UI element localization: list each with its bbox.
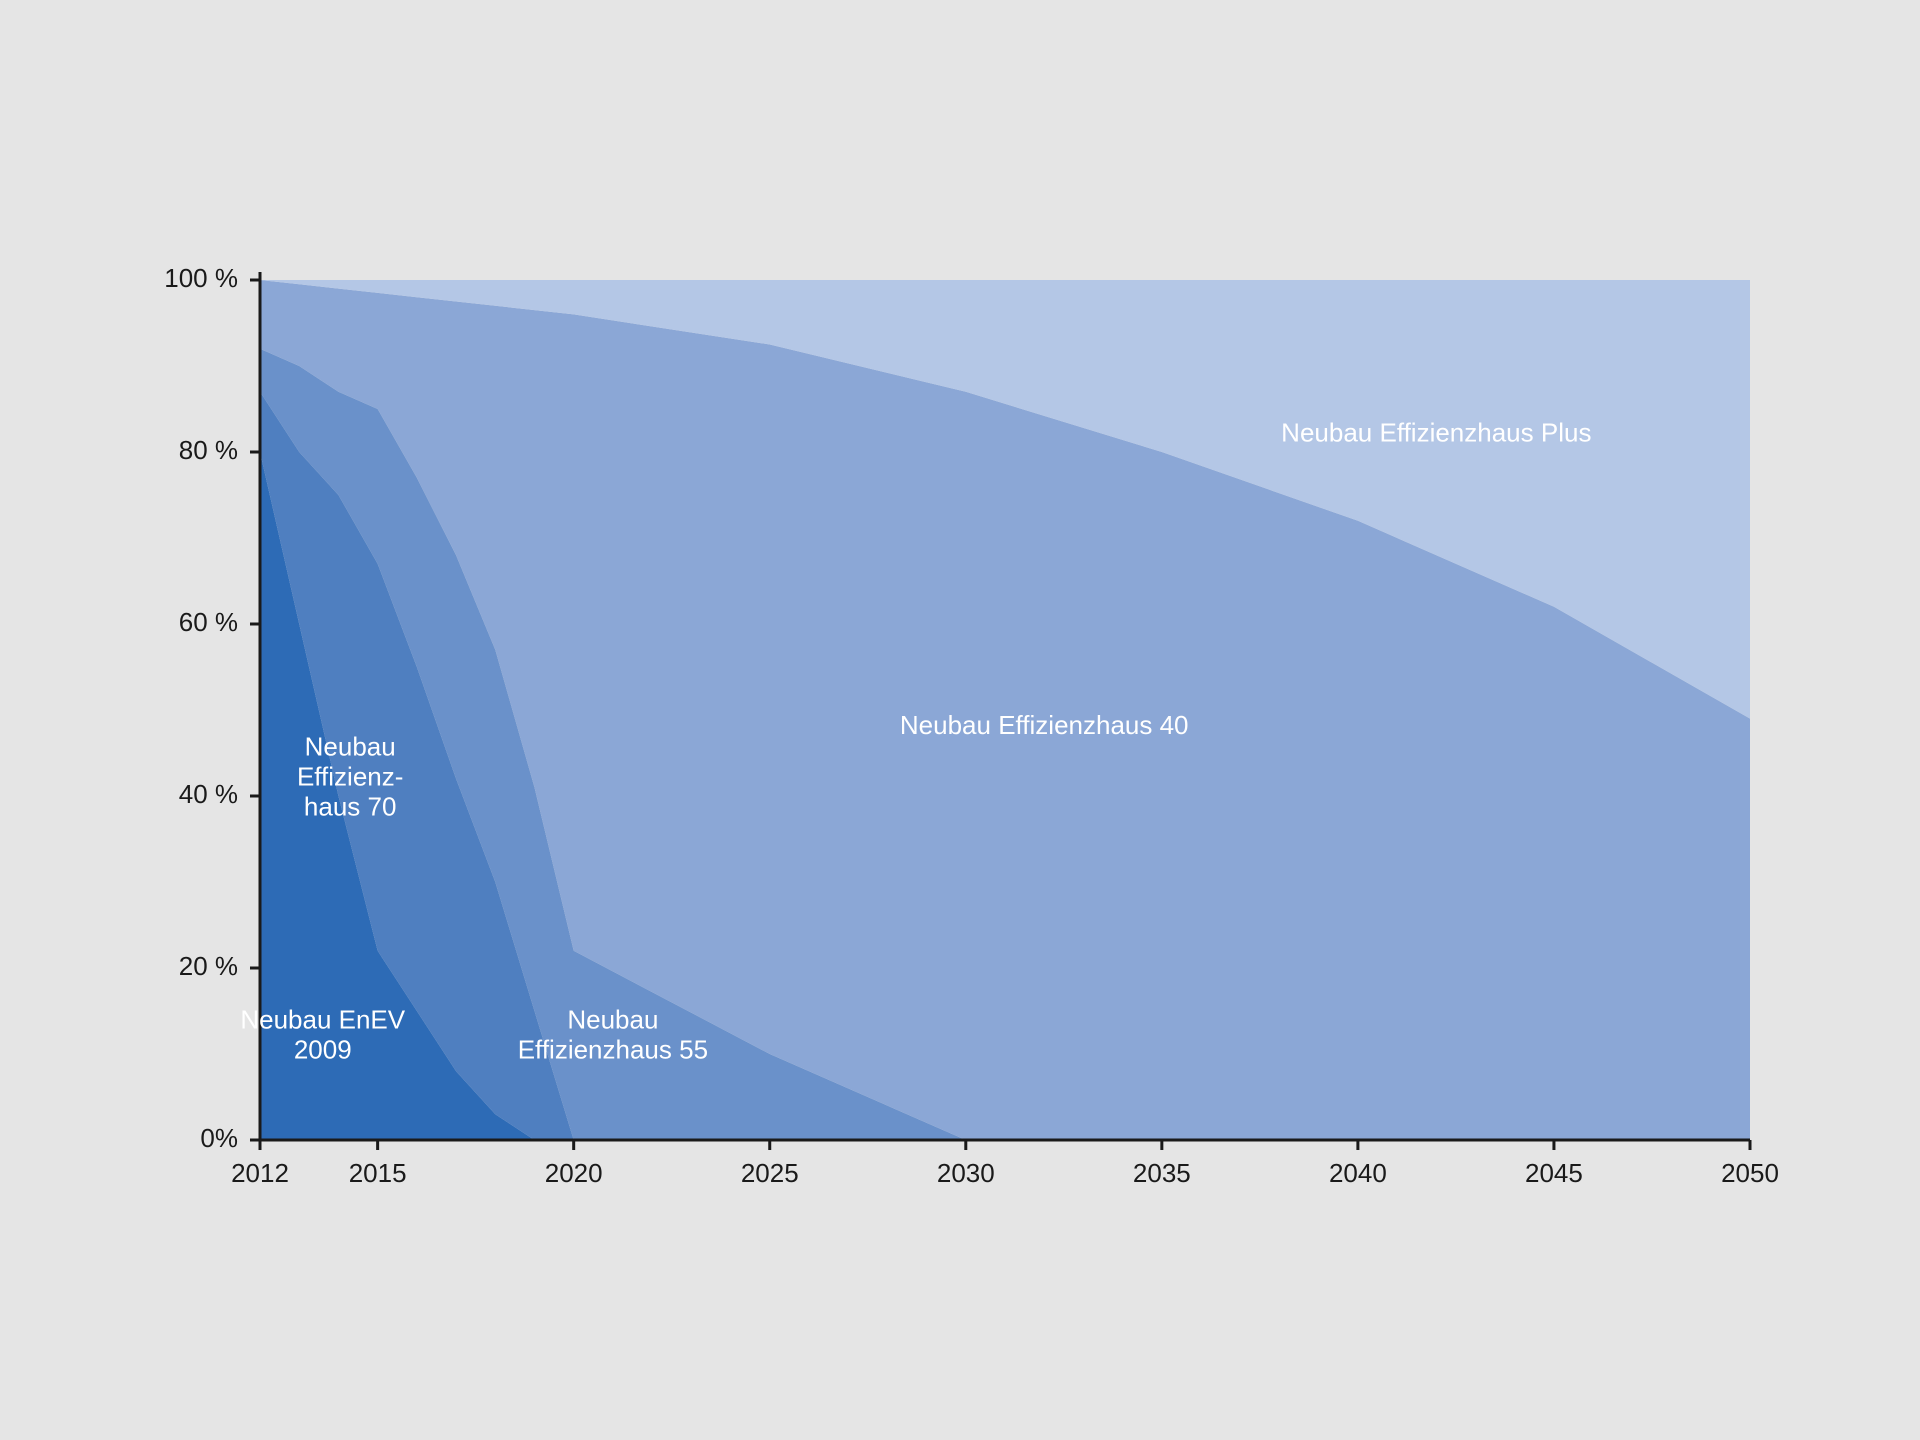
x-tick-label: 2020 <box>545 1158 603 1188</box>
y-tick-label: 0% <box>200 1123 238 1153</box>
series-label: NeubauEffizienz-haus 70 <box>297 732 403 822</box>
x-tick-label: 2025 <box>741 1158 799 1188</box>
series-label: Neubau Effizienzhaus 40 <box>900 710 1189 740</box>
x-tick-label: 2035 <box>1133 1158 1191 1188</box>
stacked-area-chart: 0% 20 % 40 % 60 % 80 % 100 % 2012 2015 2020 2025 2… <box>140 210 1780 1230</box>
x-tick-label: 2012 <box>231 1158 289 1188</box>
y-tick-label: 100 % <box>164 263 238 293</box>
y-tick-label: 60 % <box>179 607 238 637</box>
series-label: Neubau Effizienzhaus Plus <box>1281 418 1591 448</box>
y-tick-label: 20 % <box>179 951 238 981</box>
x-tick-label: 2015 <box>349 1158 407 1188</box>
x-tick-label: 2030 <box>937 1158 995 1188</box>
x-tick-label: 2045 <box>1525 1158 1583 1188</box>
x-tick-label: 2040 <box>1329 1158 1387 1188</box>
y-tick-label: 40 % <box>179 779 238 809</box>
x-tick-label: 2050 <box>1721 1158 1779 1188</box>
y-tick-label: 80 % <box>179 435 238 465</box>
